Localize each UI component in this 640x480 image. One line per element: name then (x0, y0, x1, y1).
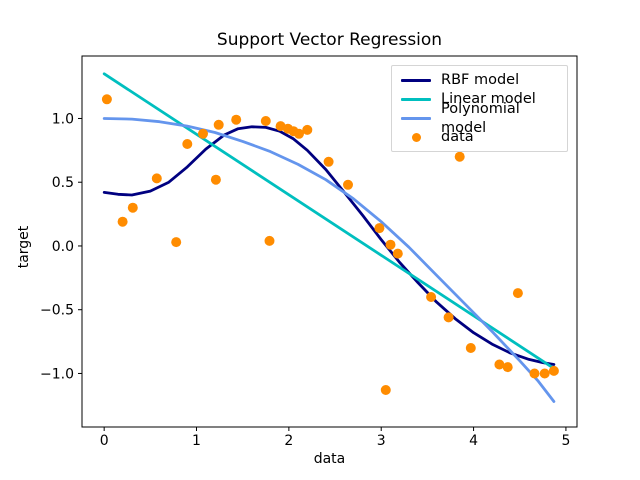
y-tick-label: 0.0 (52, 239, 74, 255)
data-point (198, 128, 208, 139)
data-point (302, 124, 313, 135)
series-line-polynomial-model (102, 117, 556, 403)
legend-line-icon (401, 117, 431, 120)
legend-swatch-shape (411, 133, 421, 142)
data-point (210, 174, 221, 185)
data-point (465, 343, 476, 353)
chart-title: Support Vector Regression (216, 30, 443, 50)
data-point (502, 362, 513, 373)
data-point (323, 156, 334, 167)
legend-marker-icon (401, 133, 431, 142)
data-point (512, 288, 523, 299)
legend-item-rbf-model: RBF model (401, 71, 559, 90)
data-point (117, 216, 128, 227)
y-axis-label: target (16, 225, 32, 269)
y-tick-label: 1.0 (52, 111, 74, 127)
legend-line-icon (401, 79, 431, 82)
data-point (494, 359, 505, 370)
x-tick-label: 4 (469, 433, 478, 449)
data-point (380, 385, 391, 395)
legend: RBF model Linear model Polynomial model dat… (391, 65, 568, 152)
legend-item-data: data (401, 128, 559, 147)
data-point (264, 235, 275, 246)
data-point (260, 116, 271, 126)
data-point (529, 368, 540, 379)
legend-swatch-shape (401, 79, 431, 82)
data-point (548, 365, 559, 376)
legend-swatch-shape (401, 98, 431, 101)
x-tick-label: 2 (284, 433, 293, 449)
data-point (213, 119, 224, 130)
data-point (171, 237, 182, 248)
y-tick-label: −1.0 (40, 366, 74, 382)
y-tick-label: 0.5 (52, 175, 74, 191)
data-point (443, 312, 454, 323)
data-point (374, 223, 385, 234)
data-point (385, 239, 396, 250)
data-point (426, 292, 437, 302)
x-axis-label: data (313, 451, 346, 467)
x-tick-label: 5 (561, 433, 570, 449)
data-point (539, 368, 550, 379)
x-tick-label: 1 (192, 433, 201, 449)
legend-item-linear-model: Linear model (401, 90, 559, 109)
legend-line-icon (401, 98, 431, 101)
data-point (127, 202, 138, 213)
legend-label: Linear model (441, 91, 536, 107)
series-line-rbf-model (102, 125, 556, 366)
legend-swatch-shape (401, 117, 431, 120)
legend-label: data (441, 129, 474, 145)
x-tick-label: 0 (100, 433, 109, 449)
data-point (151, 173, 162, 184)
legend-label: RBF model (441, 72, 520, 88)
legend-item-polynomial-model: Polynomial model (401, 101, 559, 136)
data-point (294, 128, 304, 139)
axes-spines (81, 55, 578, 428)
data-point (454, 151, 465, 162)
data-point (392, 248, 403, 259)
data-point (343, 179, 353, 190)
data-point (231, 114, 242, 125)
y-tick-label: −0.5 (40, 303, 74, 319)
legend-label: Polynomial model (441, 100, 520, 136)
data-point (182, 139, 193, 149)
data-point (101, 94, 112, 105)
x-tick-label: 3 (377, 433, 386, 449)
